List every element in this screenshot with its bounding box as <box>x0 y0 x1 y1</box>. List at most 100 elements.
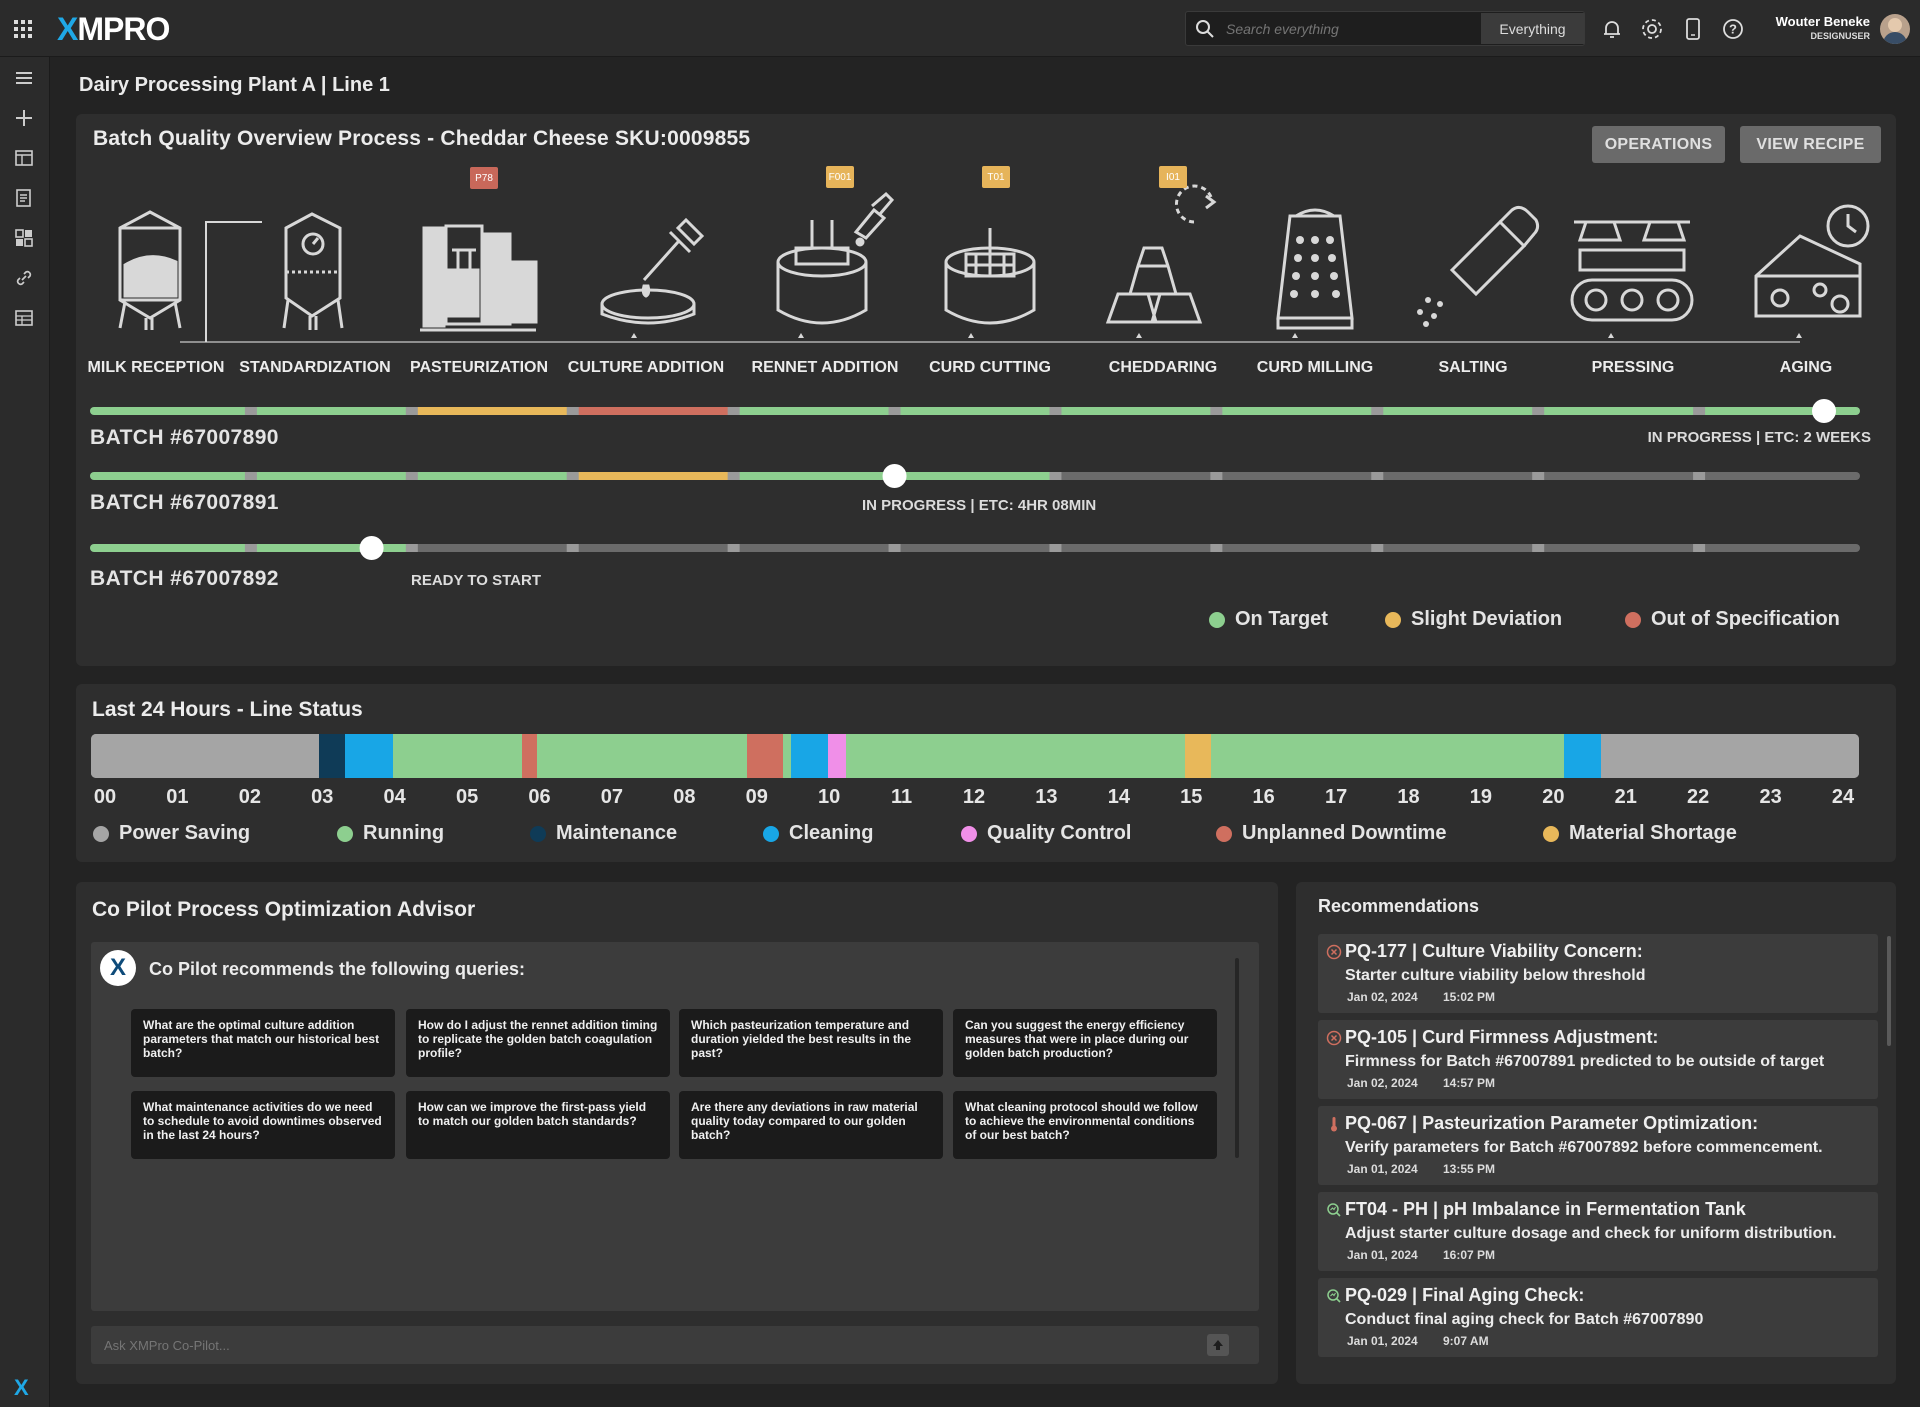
suggested-query[interactable]: Which pasteurization temperature and dur… <box>679 1009 943 1077</box>
timeline-segment[interactable] <box>1184 734 1211 778</box>
legend-label: Running <box>363 822 445 844</box>
recommendation-card[interactable]: PQ-105 | Curd Firmness Adjustment: Firmne… <box>1318 1020 1878 1099</box>
legend-dot <box>93 825 109 842</box>
thermometer-icon <box>1326 1116 1342 1132</box>
hour-label: 19 <box>1469 786 1493 808</box>
xmpro-mark-icon[interactable]: X <box>14 1375 29 1400</box>
legend-slight-deviation: Slight Deviation <box>1385 608 1562 631</box>
widgets-icon[interactable] <box>13 227 35 249</box>
recommendation-card[interactable]: FT04 - PH | pH Imbalance in Fermentation… <box>1318 1192 1878 1271</box>
recommendation-date: Jan 01, 2024 <box>1347 1162 1418 1176</box>
timeline-segment[interactable] <box>91 734 320 778</box>
copilot-ask-input[interactable] <box>104 1333 1104 1357</box>
recommendation-title: PQ-067 | Pasteurization Parameter Optimi… <box>1345 1113 1759 1133</box>
timeline-segment[interactable] <box>1210 734 1565 778</box>
timeline-segment[interactable] <box>536 734 747 778</box>
step-tag-7[interactable]: I01 <box>1159 166 1187 188</box>
dashboard-icon[interactable] <box>13 147 35 169</box>
legend-label: Material Shortage <box>1569 822 1737 844</box>
view-recipe-button[interactable]: VIEW RECIPE <box>1740 126 1881 163</box>
suggested-query[interactable]: What maintenance activities do we need t… <box>131 1091 395 1159</box>
legend-label: Maintenance <box>556 822 678 844</box>
user-name: Wouter Beneke <box>1775 14 1870 29</box>
recommendation-card[interactable]: PQ-177 | Culture Viability Concern: Start… <box>1318 934 1878 1013</box>
step-label-2: STANDARDIZATION <box>239 359 391 376</box>
send-button[interactable] <box>1207 1334 1229 1356</box>
hour-label: 22 <box>1687 786 1710 808</box>
timeline-segment[interactable] <box>783 734 791 778</box>
silo-icon <box>118 210 182 330</box>
svg-text:?: ? <box>1729 22 1737 37</box>
search-box[interactable]: Everything <box>1185 11 1585 46</box>
timeline-segment[interactable] <box>1564 734 1602 778</box>
report-icon[interactable] <box>13 187 35 209</box>
arrow-up-icon <box>1213 1340 1223 1350</box>
hour-label: 14 <box>1107 786 1130 808</box>
recommendation-date: Jan 02, 2024 <box>1347 990 1418 1004</box>
recommendation-description: Verify parameters for Batch #67007892 be… <box>1345 1139 1823 1156</box>
suggested-query[interactable]: What are the optimal culture addition pa… <box>131 1009 395 1077</box>
table-icon[interactable] <box>13 307 35 329</box>
recommendations-scrollbar[interactable] <box>1887 936 1891 1046</box>
legend-dot <box>763 825 779 842</box>
hour-label: 01 <box>166 786 189 808</box>
timeline-segment[interactable] <box>521 734 537 778</box>
avatar[interactable] <box>1880 14 1910 44</box>
hour-label: 10 <box>818 786 841 808</box>
operations-button[interactable]: OPERATIONS <box>1592 126 1725 163</box>
timeline-segment[interactable] <box>345 734 394 778</box>
legend-dot <box>1543 825 1559 842</box>
hour-label: 02 <box>238 786 261 808</box>
timeline-segment[interactable] <box>1601 734 1859 778</box>
hour-label: 20 <box>1542 786 1565 808</box>
step-label-1: MILK RECEPTION <box>87 359 225 376</box>
step-label-5: RENNET ADDITION <box>751 359 899 376</box>
app-grid-icon[interactable] <box>14 20 32 38</box>
app-logo[interactable]: XMPRO <box>57 11 170 47</box>
suggested-query[interactable]: How do I adjust the rennet addition timi… <box>406 1009 670 1077</box>
process-flow-diagram <box>118 184 1870 343</box>
timeline-segment[interactable] <box>746 734 784 778</box>
hour-label: 05 <box>455 786 479 808</box>
batch-overview-panel <box>76 114 1896 666</box>
recommendation-card[interactable]: PQ-029 | Final Aging Check: Conduct final… <box>1318 1278 1878 1357</box>
timeline-segment[interactable] <box>393 734 522 778</box>
step-tag-5[interactable]: F001 <box>826 166 854 188</box>
recommendation-description: Firmness for Batch #67007891 predicted t… <box>1345 1053 1825 1070</box>
step-label-6: CURD CUTTING <box>929 359 1051 376</box>
logo-text: MPRO <box>77 11 170 47</box>
step-tag-6[interactable]: T01 <box>982 166 1010 188</box>
step-tag-3[interactable]: P78 <box>470 167 498 189</box>
timeline-segment[interactable] <box>827 734 847 778</box>
hour-label: 08 <box>673 786 696 808</box>
search-input[interactable] <box>1226 18 1436 40</box>
copilot-intro: Co Pilot recommends the following querie… <box>149 959 526 979</box>
help-icon[interactable]: ? <box>1721 17 1745 41</box>
suggested-query[interactable]: How can we improve the first-pass yield … <box>406 1091 670 1159</box>
status-legend-material-shortage: Material Shortage <box>1543 822 1737 845</box>
timeline-segment[interactable] <box>319 734 346 778</box>
timeline-segment[interactable] <box>846 734 1185 778</box>
copilot-avatar-icon: X <box>100 950 136 986</box>
link-icon[interactable] <box>13 267 35 289</box>
add-icon[interactable] <box>13 107 35 129</box>
mobile-icon[interactable] <box>1684 17 1702 41</box>
recommendation-card[interactable]: PQ-067 | Pasteurization Parameter Optimi… <box>1318 1106 1878 1185</box>
gear-icon[interactable] <box>1640 17 1664 41</box>
suggested-query[interactable]: Are there any deviations in raw material… <box>679 1091 943 1159</box>
curd-cutter-icon <box>944 228 1036 325</box>
search-chart-icon <box>1326 1288 1342 1304</box>
stacked-blocks-icon <box>1105 184 1217 324</box>
menu-icon[interactable] <box>13 67 35 89</box>
process-title: Batch Quality Overview Process - Cheddar… <box>93 127 751 150</box>
suggested-query[interactable]: Can you suggest the energy efficiency me… <box>953 1009 1217 1077</box>
recommendation-time: 13:55 PM <box>1443 1162 1496 1176</box>
timeline-segment[interactable] <box>790 734 828 778</box>
copilot-scrollbar[interactable] <box>1235 958 1239 1158</box>
recommendation-description: Adjust starter culture dosage and check … <box>1345 1225 1837 1242</box>
bell-icon[interactable] <box>1601 18 1623 40</box>
search-scope-select[interactable]: Everything <box>1481 13 1584 44</box>
recommendation-title: FT04 - PH | pH Imbalance in Fermentation… <box>1345 1199 1746 1219</box>
hour-label: 21 <box>1614 786 1637 808</box>
suggested-query[interactable]: What cleaning protocol should we follow … <box>953 1091 1217 1159</box>
